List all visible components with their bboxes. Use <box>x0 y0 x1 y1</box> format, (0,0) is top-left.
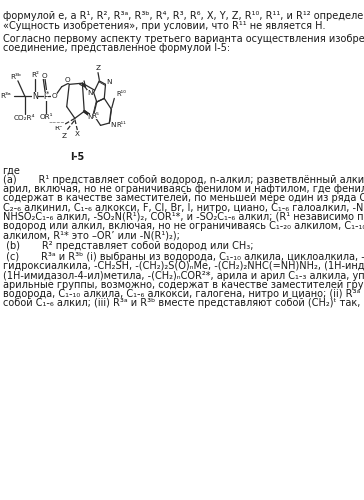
Text: O: O <box>64 77 70 83</box>
Text: содержат в качестве заместителей, по меньшей мере один из ряда C₁-₆ алкил, C₂-₆ : содержат в качестве заместителей, по мен… <box>3 194 364 203</box>
Text: (1H-имидазол-4-ил)метила, -(CH₂)ₙCOR²*, арила и арил C₁-₃ алкила, упомянутые выш: (1H-имидазол-4-ил)метила, -(CH₂)ₙCOR²*, … <box>3 270 364 280</box>
Text: R³ᵃ: R³ᵃ <box>0 93 11 99</box>
Text: N: N <box>87 114 93 119</box>
Text: арильные группы, возможно, содержат в качестве заместителей группу, выбранную из: арильные группы, возможно, содержат в ка… <box>3 280 364 290</box>
Text: N: N <box>87 90 92 96</box>
Text: N: N <box>110 122 116 128</box>
Text: арил, включая, но не ограничиваясь фенилом и нафтилом, где фенил и нафтил, возмо: арил, включая, но не ограничиваясь фенил… <box>3 184 364 194</box>
Text: O: O <box>41 73 47 79</box>
Text: N: N <box>32 92 38 100</box>
Text: алкилом, R¹* это –OR’ или -N(R¹)₂);: алкилом, R¹* это –OR’ или -N(R¹)₂); <box>3 230 179 240</box>
Text: R¹⁰: R¹⁰ <box>117 90 127 96</box>
Text: где: где <box>3 165 20 175</box>
Text: гидроксиалкила, -CH₂SH, -(CH₂)₂S(O)ₙMe, -(CH₂)₂NHC(=NH)NH₂, (1H-индол-3-ил)метил: гидроксиалкила, -CH₂SH, -(CH₂)₂S(O)ₙMe, … <box>3 262 364 272</box>
Text: (a)       R¹ представляет собой водород, n-алкил; разветвлённый алкил; циклоалки: (a) R¹ представляет собой водород, n-алк… <box>3 175 364 185</box>
Text: N: N <box>106 78 112 84</box>
Text: (c)       R³ᵃ и R³ᵇ (i) выбраны из водорода, C₁-₁₀ алкила, циклоалкила, -(CH₂)ₙ(: (c) R³ᵃ и R³ᵇ (i) выбраны из водорода, C… <box>3 252 364 262</box>
Text: R³: R³ <box>55 124 62 130</box>
Text: R³ᵇ: R³ᵇ <box>10 74 21 80</box>
Text: P: P <box>44 92 48 100</box>
Text: CO₂R⁴: CO₂R⁴ <box>13 116 35 121</box>
Text: Z: Z <box>62 133 67 139</box>
Text: X: X <box>75 132 80 138</box>
Text: C₂-₆ алкинил, C₁-₆ алкокси, F, Cl, Br, I, нитро, циано, C₁-₆ галоалкил, -N(R¹)₂,: C₂-₆ алкинил, C₁-₆ алкокси, F, Cl, Br, I… <box>3 202 364 212</box>
Text: R¹¹: R¹¹ <box>116 122 126 128</box>
Text: OR¹: OR¹ <box>39 114 53 120</box>
Text: «Сущность изобретения», при условии, что R¹¹ не является Н.: «Сущность изобретения», при условии, что… <box>3 20 325 30</box>
Text: формулой e, а R¹, R², R³ᵃ, R³ᵇ, R⁴, R³, R⁶, X, Y, Z, R¹⁰, R¹¹, и R¹² определены : формулой e, а R¹, R², R³ᵃ, R³ᵇ, R⁴, R³, … <box>3 12 364 22</box>
Text: водорода, C₁-₁₀ алкила, C₁-₆ алкокси, галогена, нитро и циано; (ii) R³ᵃ и R³ᵇ об: водорода, C₁-₁₀ алкила, C₁-₆ алкокси, га… <box>3 289 364 299</box>
Text: NHSO₂C₁-₆ алкил, -SO₂N(R¹)₂, COR¹*, и -SO₂C₁-₆ алкил; (R¹ независимо представляе: NHSO₂C₁-₆ алкил, -SO₂N(R¹)₂, COR¹*, и -S… <box>3 212 364 222</box>
Text: водород или алкил, включая, но не ограничиваясь C₁-₂₀ алкилом, C₁-₁₀ алкилом, ил: водород или алкил, включая, но не ограни… <box>3 221 364 231</box>
Text: O: O <box>51 93 57 99</box>
Text: соединение, представленное формулой I-5:: соединение, представленное формулой I-5: <box>3 44 230 54</box>
Text: собой C₁-₆ алкил; (iii) R³ᵃ и R³ᵇ вместе представляют собой (CH₂)ᵗ так, что обра: собой C₁-₆ алкил; (iii) R³ᵃ и R³ᵇ вместе… <box>3 298 364 308</box>
Text: ~~~~: ~~~~ <box>49 120 66 126</box>
Text: R⁵: R⁵ <box>91 113 99 119</box>
Text: I-5: I-5 <box>70 152 84 162</box>
Text: *: * <box>46 90 49 96</box>
Text: R²: R² <box>31 72 39 78</box>
Text: Z: Z <box>95 65 100 71</box>
Text: Согласно первому аспекту третьего варианта осуществления изобретения предложено: Согласно первому аспекту третьего вариан… <box>3 34 364 44</box>
Text: (b)       R² представляет собой водород или CH₃;: (b) R² представляет собой водород или CH… <box>3 242 253 252</box>
